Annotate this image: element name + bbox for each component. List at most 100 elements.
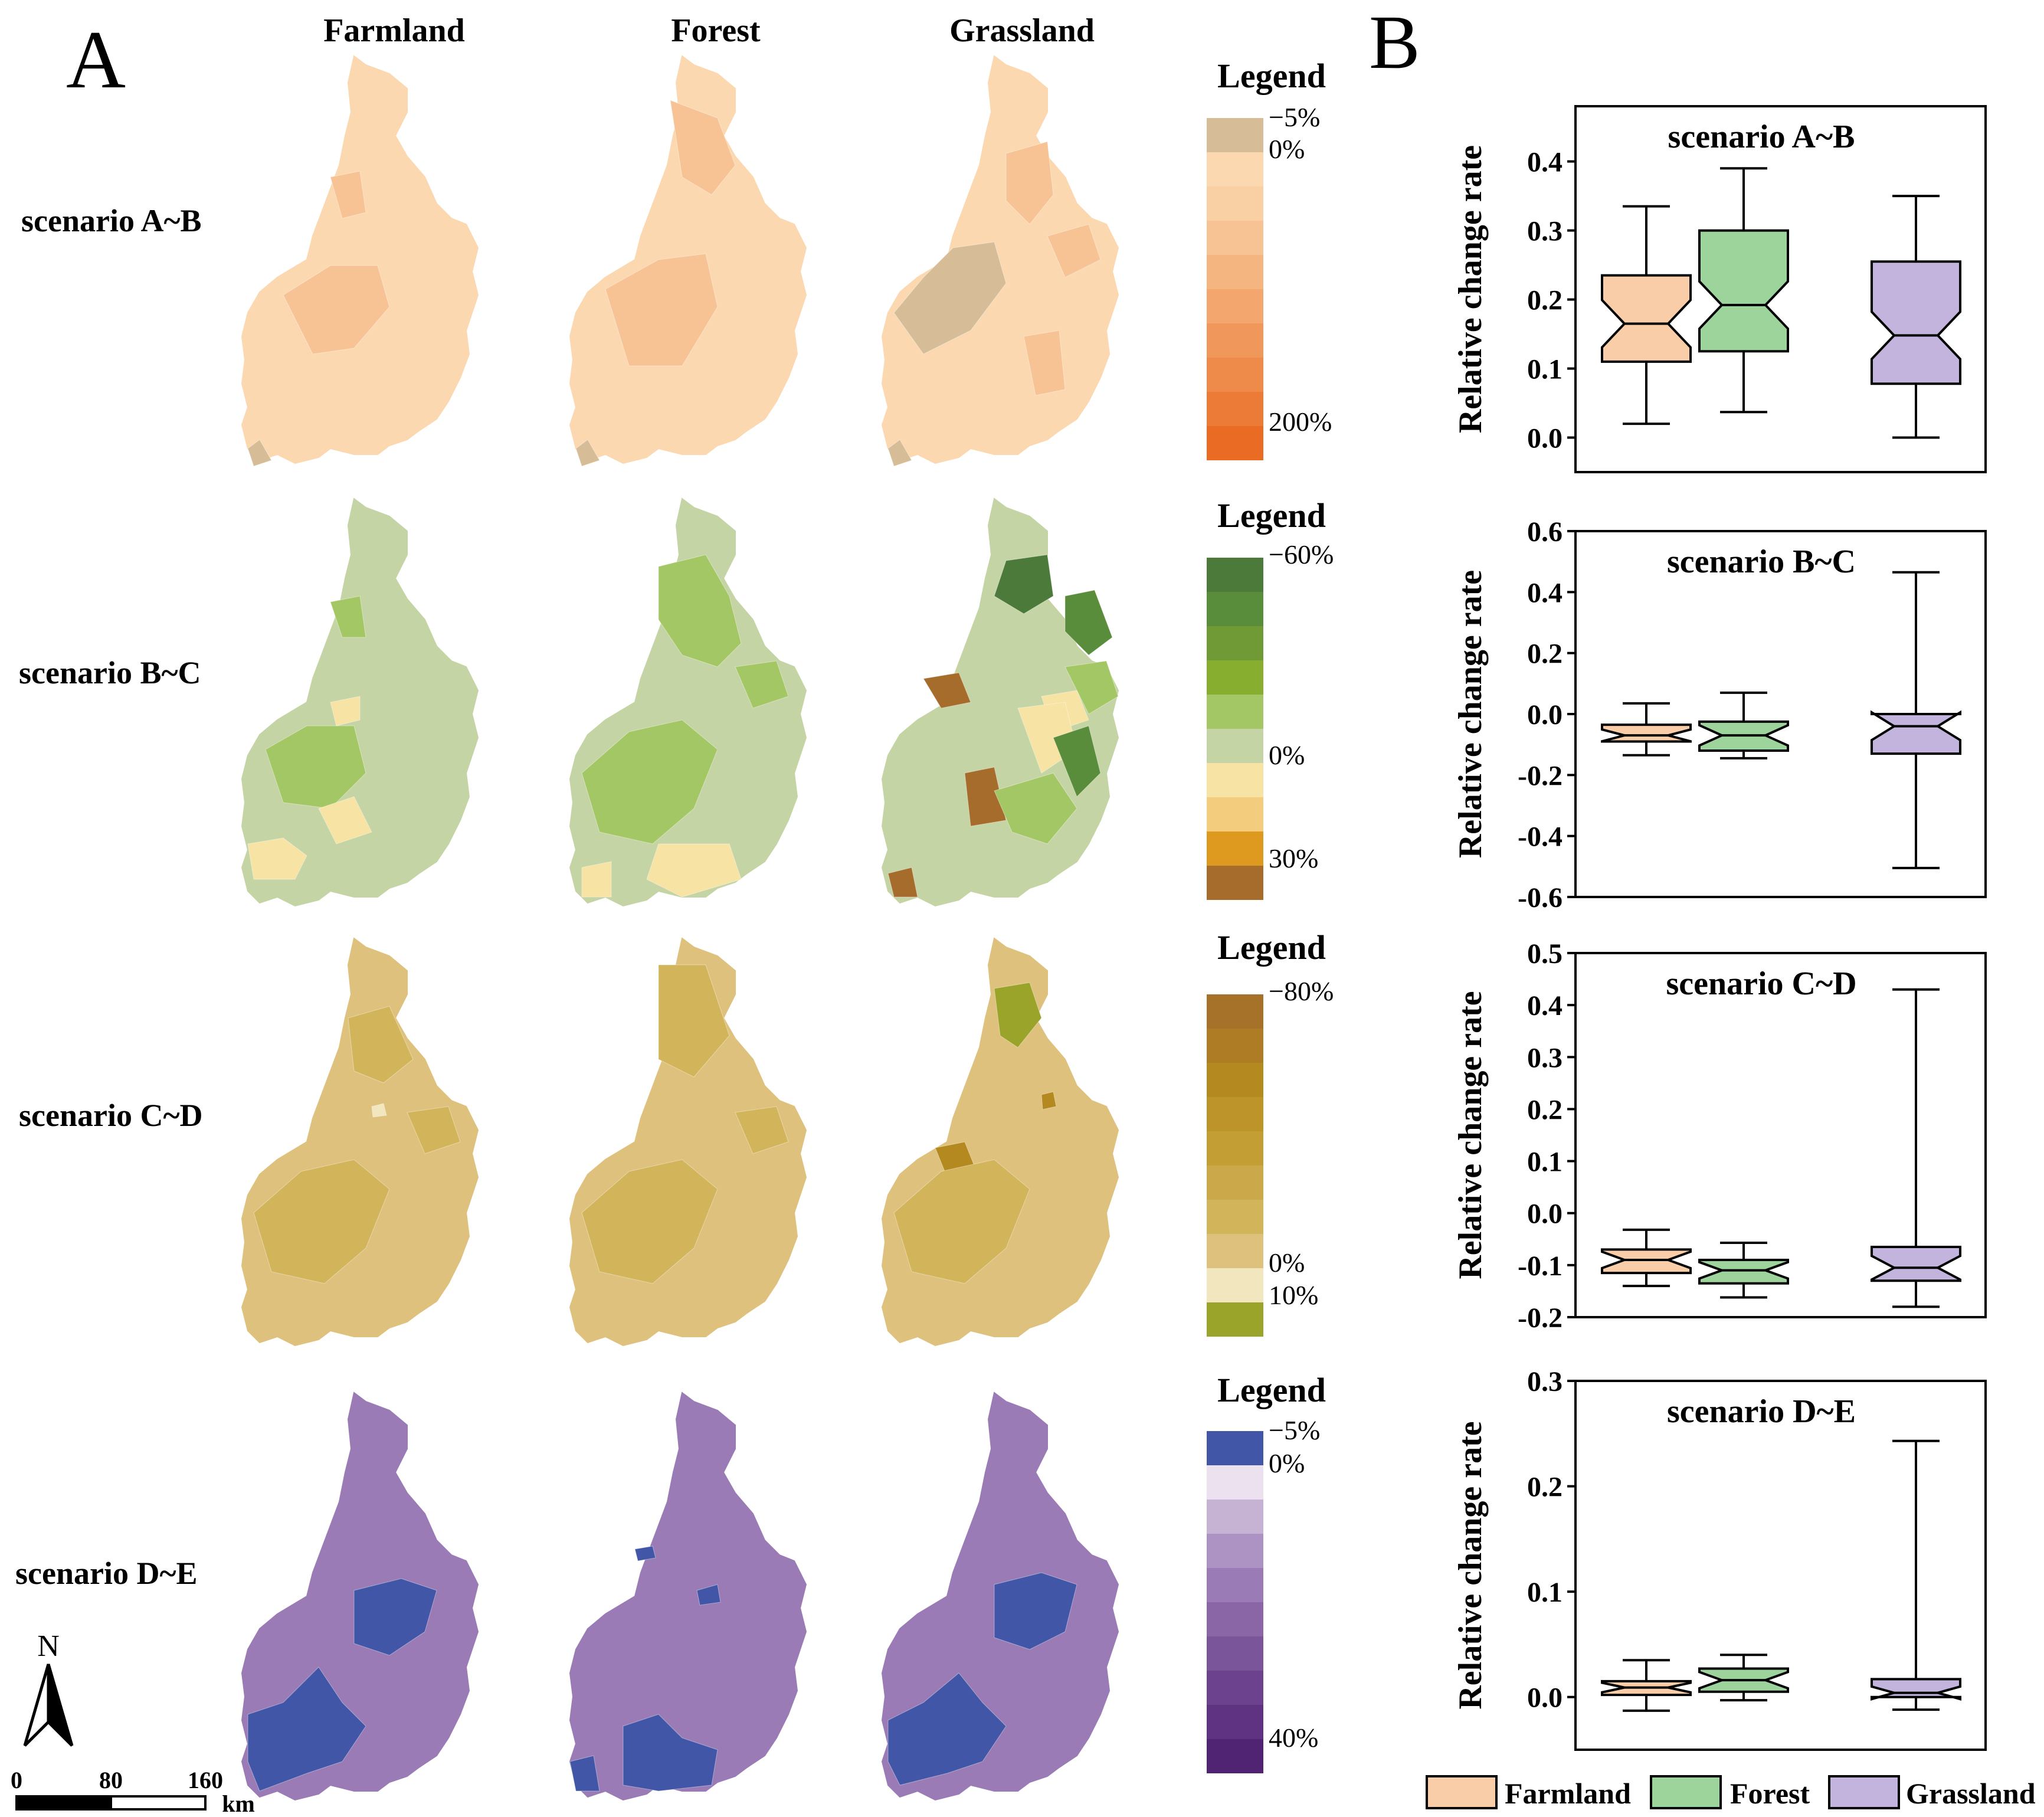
map-legend-swatch-7	[1207, 1234, 1263, 1268]
map-region-low	[247, 439, 272, 467]
y-tick-label: 0.0	[1527, 423, 1563, 454]
y-tick-label: 0.2	[1527, 1094, 1563, 1125]
map-legend-swatch-5	[1207, 729, 1263, 763]
map-legend-label-0: −5%	[1269, 1415, 1320, 1445]
y-tick-label: 0.3	[1527, 1366, 1563, 1397]
map-region-brown	[964, 767, 1007, 827]
map-region-pale	[371, 1103, 387, 1118]
boxplot-panel-3: 0.0 0.1 0.2 0.3 Relative change rate scenario…	[1452, 1366, 1987, 1751]
map-region-patch	[735, 1106, 789, 1154]
map-region-yellow	[330, 696, 361, 726]
map-legend-swatch-8	[1207, 831, 1263, 866]
scale-tick-160: 160	[188, 1767, 223, 1793]
map-region-patch	[658, 554, 742, 667]
basin-shape	[241, 55, 479, 464]
y-tick-label: 0.1	[1527, 1147, 1563, 1178]
map-legend-swatch-9	[1207, 426, 1263, 460]
map-legend-swatch-0	[1207, 118, 1263, 152]
map-legend-0: Legend −5%0% 200%	[1207, 57, 1332, 460]
map-region-darker	[994, 554, 1054, 614]
map-region-low	[893, 241, 1007, 355]
map-legend-swatch-4	[1207, 1131, 1263, 1166]
map-region-patch	[348, 1006, 414, 1083]
y-tick-label: 0.0	[1527, 1682, 1563, 1714]
panel-b-legend: Farmland Forest Grassland	[1426, 1775, 2036, 1810]
map-region-patch	[330, 595, 366, 638]
map-region-yellow	[318, 796, 372, 844]
map-legend-swatch-9	[1207, 1302, 1263, 1337]
map-legends: Legend−5%0%200%Legend−60%0%30%Legend−80%…	[1207, 57, 1334, 1773]
map-region-yellow	[646, 843, 742, 898]
notched-box	[1871, 1678, 1961, 1701]
map-legend-swatch-2	[1207, 626, 1263, 660]
notched-box	[1698, 229, 1789, 353]
y-tick-label: 0.1	[1527, 354, 1563, 385]
box-farmland	[1601, 702, 1692, 757]
map-legend-swatch-6	[1207, 1636, 1263, 1671]
map-legend-swatch-0	[1207, 1431, 1263, 1465]
map-region-blue	[696, 1584, 721, 1606]
map-region-patch	[253, 1159, 390, 1284]
legend-label-farmland: Farmland	[1505, 1777, 1631, 1810]
map-region-patch	[581, 719, 718, 844]
map-legend-swatch-7	[1207, 1671, 1263, 1705]
map-legend-swatch-1	[1207, 592, 1263, 626]
map-legend-swatch-4	[1207, 695, 1263, 729]
y-tick-label: 0.4	[1527, 147, 1563, 178]
y-tick-label: 0.2	[1527, 639, 1563, 670]
map-a-b-farmland	[241, 55, 479, 467]
panel-a-label: A	[66, 14, 126, 106]
map-region-patch	[735, 660, 789, 709]
map-legend-label-2: 10%	[1269, 1280, 1318, 1310]
scale-tick-80: 80	[99, 1767, 123, 1793]
map-legend-swatch-5	[1207, 1602, 1263, 1636]
box-grassland	[1871, 1439, 1961, 1711]
box-grassland	[1871, 571, 1961, 869]
map-region-patch	[658, 964, 730, 1078]
map-legend-swatch-9	[1207, 1739, 1263, 1773]
map-legend-swatch-6	[1207, 763, 1263, 797]
y-tick-label: 0.3	[1527, 216, 1563, 247]
map-legend-swatch-2	[1207, 1063, 1263, 1097]
boxplot-panel-2: -0.2 -0.1 0.0 0.1 0.2 0.3 0.4 0.5 Relative chang…	[1452, 938, 1987, 1334]
map-region-patch	[1064, 660, 1119, 715]
map-a-b-forest	[569, 55, 807, 467]
map-region-blue	[569, 1755, 600, 1792]
map-region-dark	[1064, 590, 1113, 656]
map-legend-title: Legend	[1217, 928, 1326, 967]
notched-box	[1871, 710, 1961, 755]
plot-frame	[1574, 105, 1987, 473]
map-legend-swatch-7	[1207, 358, 1263, 392]
basin-shape	[569, 1392, 807, 1800]
boxplot-panels: 0.0 0.1 0.2 0.3 0.4 Relative change rate scena…	[1452, 105, 1987, 1751]
map-region-low	[575, 439, 600, 467]
map-region-blue	[623, 1714, 718, 1792]
map-region-brown	[923, 672, 971, 709]
map-region-yellow	[581, 861, 612, 898]
map-legend-label-1: 0%	[1269, 740, 1305, 770]
map-legend-label-1: 0%	[1269, 134, 1305, 164]
y-tick-label: 0.0	[1527, 1199, 1563, 1230]
notched-box	[1698, 1259, 1789, 1285]
map-legend-swatch-0	[1207, 994, 1263, 1029]
plot-frame	[1574, 1380, 1987, 1751]
plot-frame	[1574, 952, 1987, 1318]
y-tick-label: 0.6	[1527, 516, 1563, 548]
map-legend-title: Legend	[1217, 1371, 1326, 1409]
map-legend-title: Legend	[1217, 57, 1326, 95]
north-arrow-left-icon	[23, 1664, 50, 1747]
map-legend-swatch-8	[1207, 1705, 1263, 1739]
map-legend-swatch-5	[1207, 289, 1263, 323]
map-region-patch	[670, 100, 736, 195]
y-tick-label: -0.2	[1518, 760, 1563, 791]
y-tick-label: 0.3	[1527, 1042, 1563, 1073]
map-legend-swatch-1	[1207, 1465, 1263, 1500]
box-farmland	[1601, 1659, 1692, 1712]
map-legend-swatch-9	[1207, 866, 1263, 900]
map-b-c-grassland	[882, 498, 1119, 906]
map-region-patch	[605, 253, 718, 366]
map-legend-swatch-1	[1207, 1029, 1263, 1063]
map-c-d-farmland	[241, 938, 479, 1346]
notched-box	[1601, 274, 1692, 363]
map-region-yellow	[247, 837, 307, 880]
